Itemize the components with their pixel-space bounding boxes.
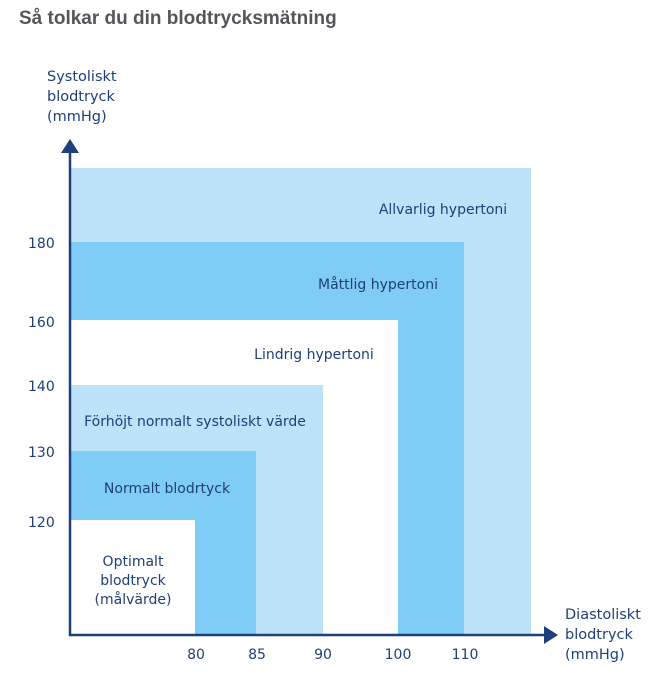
y-tick-label: 130 bbox=[28, 445, 55, 461]
zone-label-lindrig: Lindrig hypertoni bbox=[254, 347, 374, 363]
x-tick-label: 90 bbox=[314, 647, 332, 663]
x-tick-label: 100 bbox=[385, 647, 412, 663]
x-axis-arrow-icon bbox=[544, 626, 558, 644]
x-tick-label: 85 bbox=[248, 647, 266, 663]
x-tick-label: 110 bbox=[452, 647, 479, 663]
zone-label-allvarlig: Allvarlig hypertoni bbox=[379, 202, 507, 218]
y-axis-label: Systoliskt blodtryck (mmHg) bbox=[47, 69, 117, 125]
zone-label-forhojt: Förhöjt normalt systoliskt värde bbox=[84, 414, 306, 430]
page-title: Så tolkar du din blodtrycksmätning bbox=[19, 8, 337, 29]
y-tick-label: 180 bbox=[28, 236, 55, 252]
y-tick-label: 140 bbox=[28, 379, 55, 395]
zone-label-normalt: Normalt blodrtyck bbox=[104, 481, 231, 497]
y-tick-label: 120 bbox=[28, 515, 55, 531]
zone-label-mattlig: Måttlig hypertoni bbox=[318, 276, 438, 293]
y-axis-arrow-icon bbox=[61, 139, 79, 153]
zone-optimalt bbox=[70, 520, 195, 635]
x-tick-label: 80 bbox=[187, 647, 205, 663]
zone-label-optimalt: Optimalt blodtryck (målvärde) bbox=[95, 554, 172, 608]
y-tick-label: 160 bbox=[28, 315, 55, 331]
x-axis-label: Diastoliskt blodtryck (mmHg) bbox=[565, 607, 641, 663]
